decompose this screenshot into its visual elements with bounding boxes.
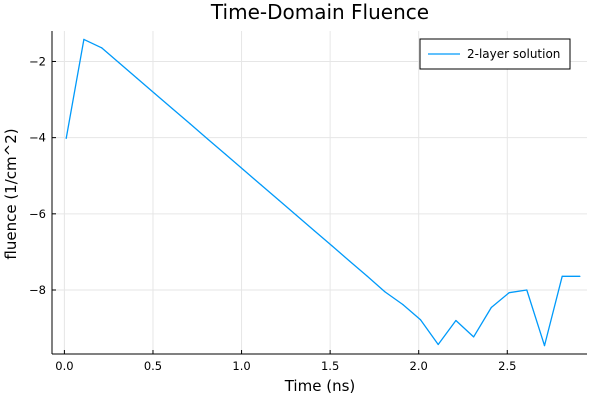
y-axis-label: fluence (1/cm^2) (2, 128, 20, 259)
data-point (331, 245, 333, 247)
data-point (260, 184, 262, 186)
data-point (561, 275, 563, 277)
data-point (366, 275, 368, 277)
data-point (384, 291, 386, 293)
data-point (349, 260, 351, 262)
data-point (543, 345, 546, 347)
chart-title: Time-Domain Fluence (210, 0, 429, 24)
grid-lines (52, 31, 587, 354)
x-axis-label: Time (ns) (284, 377, 356, 395)
data-point (455, 319, 457, 322)
data-point (65, 137, 67, 140)
y-tick-label: −2 (29, 54, 46, 68)
legend-label: 2-layer solution (467, 47, 560, 61)
x-tick-label: 2.5 (498, 359, 516, 373)
y-tick-label: −6 (29, 207, 46, 221)
data-point (242, 169, 244, 171)
data-point (419, 319, 422, 321)
series-line (65, 38, 580, 347)
data-point (579, 275, 581, 277)
data-point (295, 214, 298, 216)
x-tick-label: 1.0 (232, 359, 250, 373)
data-point (278, 199, 280, 201)
data-point (154, 92, 156, 95)
x-tick-label: 1.5 (321, 359, 339, 373)
data-point (207, 138, 209, 140)
data-point (101, 47, 103, 49)
series-lines (65, 38, 581, 347)
x-tick-label: 0.0 (55, 359, 73, 373)
data-point (189, 123, 191, 125)
data-point (402, 303, 404, 306)
axes (51, 31, 587, 355)
data-point (83, 38, 85, 40)
tick-labels: 0.0 0.5 1.0 1.5 2.0 2.5 −2 −4 −6 −8 (29, 54, 516, 373)
y-tick-label: −8 (29, 283, 46, 297)
data-point (490, 306, 492, 309)
data-point (171, 108, 174, 110)
data-point (313, 229, 315, 232)
data-point (437, 343, 439, 346)
data-point (225, 153, 227, 156)
y-tick-label: −4 (29, 131, 46, 145)
data-point (136, 77, 138, 79)
data-point (526, 289, 528, 291)
x-tick-label: 0.5 (144, 359, 162, 373)
data-point (508, 292, 510, 294)
data-point (473, 336, 475, 338)
legend: 2-layer solution (419, 38, 571, 70)
x-tick-label: 2.0 (410, 359, 428, 373)
data-point (118, 62, 120, 64)
